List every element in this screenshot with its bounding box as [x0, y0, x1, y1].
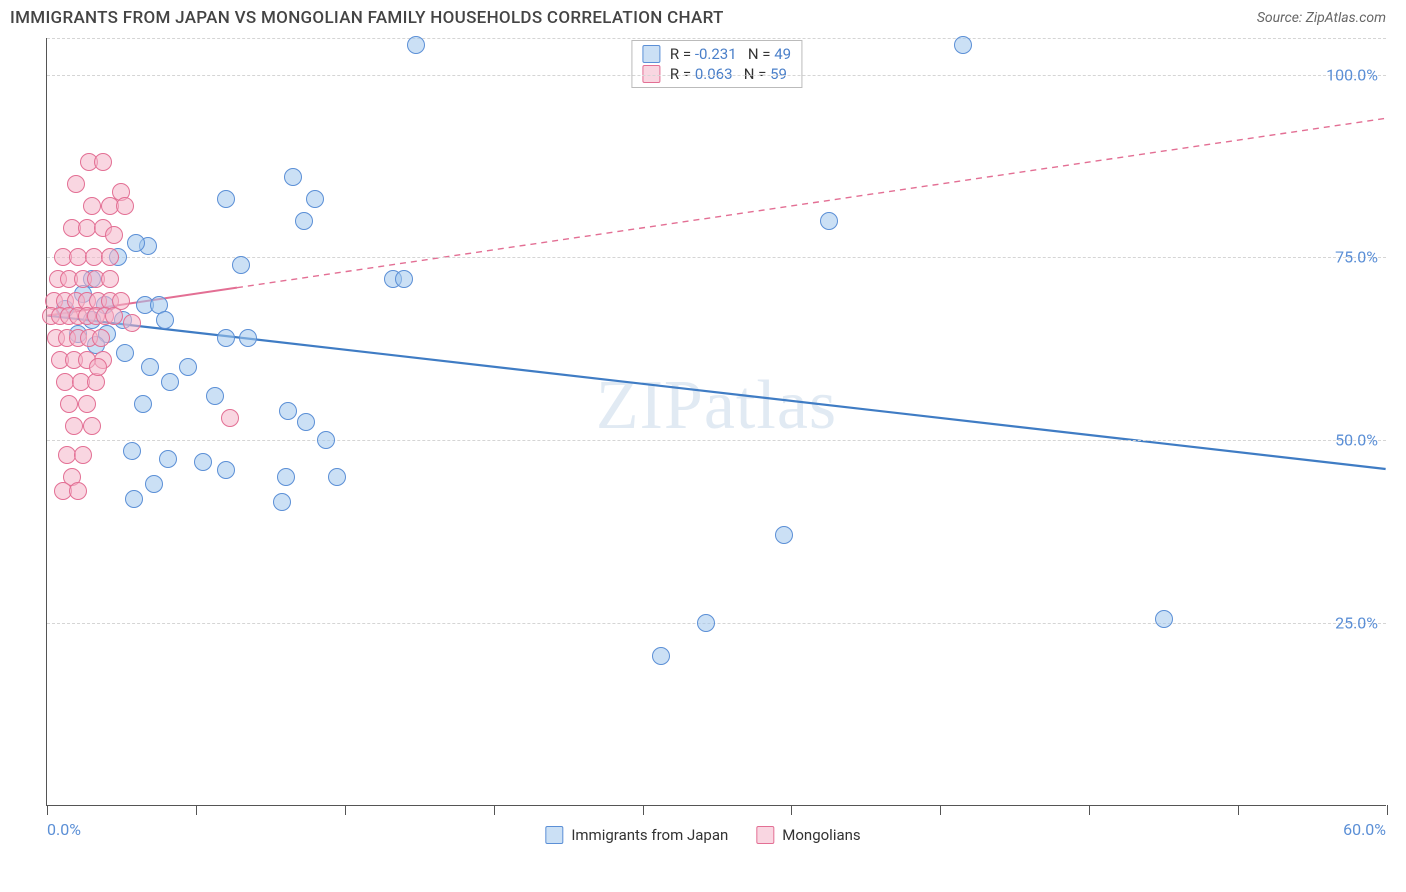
scatter-point: [295, 212, 313, 230]
y-tick-label: 25.0%: [1335, 614, 1378, 633]
scatter-point: [217, 190, 235, 208]
scatter-point: [94, 153, 112, 171]
scatter-point: [161, 373, 179, 391]
scatter-point: [123, 442, 141, 460]
source-label: Source: ZipAtlas.com: [1257, 10, 1386, 26]
legend-label: Mongolians: [782, 826, 860, 844]
watermark: ZIPatlas: [596, 366, 837, 446]
scatter-point: [221, 409, 239, 427]
scatter-point: [125, 490, 143, 508]
scatter-point: [328, 468, 346, 486]
x-tick: [1089, 805, 1090, 815]
scatter-point: [284, 168, 302, 186]
scatter-point: [83, 197, 101, 215]
plot-region: ZIPatlas R = -0.231 N = 49R = 0.063 N = …: [46, 38, 1386, 806]
scatter-point: [194, 453, 212, 471]
gridline-h: [47, 623, 1386, 624]
chart-area: Family Households ZIPatlas R = -0.231 N …: [10, 38, 1396, 844]
scatter-point: [820, 212, 838, 230]
scatter-point: [217, 329, 235, 347]
scatter-point: [105, 226, 123, 244]
scatter-point: [317, 431, 335, 449]
scatter-point: [395, 270, 413, 288]
scatter-point: [60, 395, 78, 413]
scatter-point: [92, 329, 110, 347]
scatter-point: [67, 175, 85, 193]
scatter-point: [217, 461, 235, 479]
scatter-point: [652, 647, 670, 665]
series-legend: Immigrants from Japan Mongolians: [545, 826, 860, 844]
x-tick-label: 60.0%: [1343, 820, 1386, 839]
scatter-point: [116, 197, 134, 215]
x-tick: [345, 805, 346, 815]
x-tick: [196, 805, 197, 815]
legend-item: Immigrants from Japan: [545, 826, 728, 844]
scatter-point: [775, 526, 793, 544]
legend-row: R = -0.231 N = 49: [640, 44, 793, 64]
scatter-point: [74, 446, 92, 464]
x-tick: [1387, 805, 1388, 815]
x-tick: [940, 805, 941, 815]
gridline-h: [47, 75, 1386, 76]
correlation-legend: R = -0.231 N = 49R = 0.063 N = 59: [631, 40, 802, 88]
scatter-point: [123, 314, 141, 332]
scatter-point: [239, 329, 257, 347]
scatter-point: [101, 248, 119, 266]
scatter-point: [134, 395, 152, 413]
legend-label: Immigrants from Japan: [571, 826, 728, 844]
scatter-point: [101, 270, 119, 288]
scatter-point: [279, 402, 297, 420]
scatter-point: [105, 307, 123, 325]
scatter-point: [116, 344, 134, 362]
scatter-point: [697, 614, 715, 632]
y-tick-label: 100.0%: [1326, 65, 1378, 84]
scatter-point: [83, 417, 101, 435]
legend-item: Mongolians: [756, 826, 860, 844]
scatter-point: [954, 36, 972, 54]
legend-text: R = -0.231 N = 49: [670, 45, 791, 63]
scatter-point: [69, 482, 87, 500]
scatter-point: [206, 387, 224, 405]
scatter-point: [297, 413, 315, 431]
y-tick-label: 50.0%: [1335, 431, 1378, 450]
x-tick: [47, 805, 48, 815]
scatter-point: [65, 417, 83, 435]
chart-title: IMMIGRANTS FROM JAPAN VS MONGOLIAN FAMIL…: [10, 8, 724, 28]
scatter-point: [407, 36, 425, 54]
chart-header: IMMIGRANTS FROM JAPAN VS MONGOLIAN FAMIL…: [0, 0, 1406, 30]
y-tick-label: 75.0%: [1335, 248, 1378, 267]
x-tick: [1238, 805, 1239, 815]
trend-lines-layer: [47, 38, 1386, 805]
scatter-point: [78, 395, 96, 413]
scatter-point: [273, 493, 291, 511]
scatter-point: [141, 358, 159, 376]
gridline-h: [47, 440, 1386, 441]
scatter-point: [127, 234, 145, 252]
trend-line: [237, 118, 1386, 287]
legend-swatch: [756, 826, 774, 844]
scatter-point: [159, 450, 177, 468]
x-tick: [791, 805, 792, 815]
scatter-point: [179, 358, 197, 376]
x-tick-label: 0.0%: [47, 820, 81, 839]
legend-swatch: [545, 826, 563, 844]
scatter-point: [1155, 610, 1173, 628]
scatter-point: [277, 468, 295, 486]
x-tick: [643, 805, 644, 815]
gridline-h: [47, 38, 1386, 39]
scatter-point: [145, 475, 163, 493]
scatter-point: [89, 358, 107, 376]
legend-swatch: [642, 45, 660, 63]
scatter-point: [306, 190, 324, 208]
scatter-point: [232, 256, 250, 274]
x-tick: [494, 805, 495, 815]
scatter-point: [156, 311, 174, 329]
